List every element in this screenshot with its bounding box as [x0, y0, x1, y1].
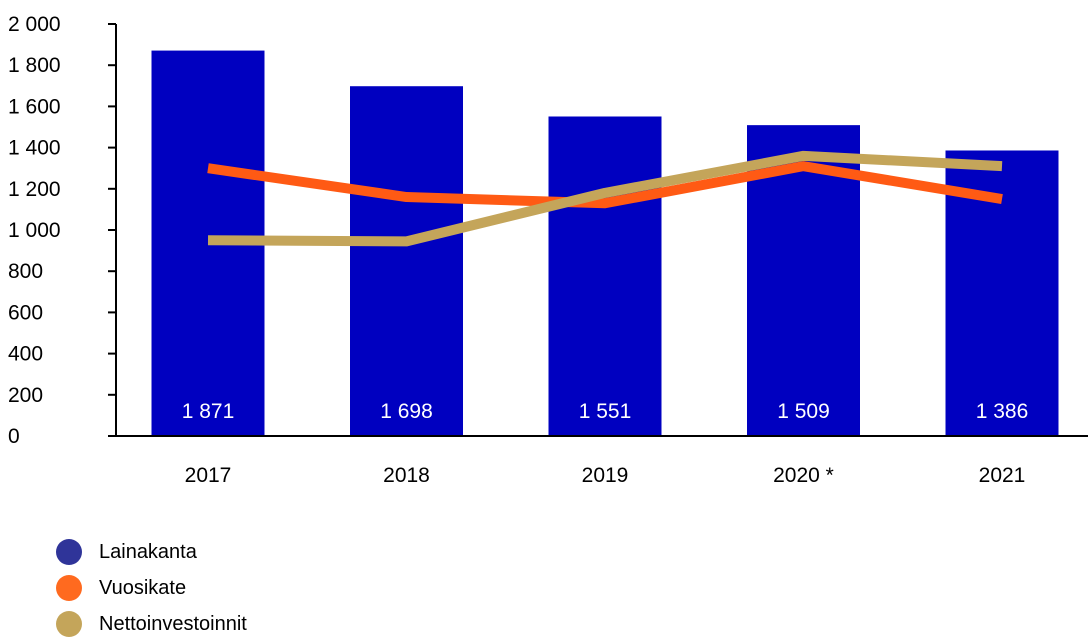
legend: Lainakanta Vuosikate Nettoinvestoinnit	[56, 534, 247, 642]
bar-data-label: 1 386	[976, 400, 1029, 423]
y-tick-label: 600	[8, 301, 43, 324]
x-axis: 2017 2018 2019 2020 * 2021	[108, 435, 1088, 487]
y-tick-label: 2 000	[8, 13, 61, 36]
legend-marker-nettoinvestoinnit	[56, 611, 82, 637]
legend-item-nettoinvestoinnit: Nettoinvestoinnit	[56, 606, 247, 642]
x-tick-label: 2020 *	[773, 464, 834, 487]
y-tick-label: 800	[8, 260, 43, 283]
y-tick-label: 1 400	[8, 137, 61, 160]
x-tick-label: 2021	[979, 464, 1026, 487]
legend-item-lainakanta: Lainakanta	[56, 534, 247, 570]
bar-data-labels: 1 871 1 698 1 551 1 509 1 386	[182, 400, 1029, 423]
x-tick-label: 2018	[383, 464, 430, 487]
y-tick-label: 200	[8, 384, 43, 407]
y-tick-label: 1 800	[8, 54, 61, 77]
y-tick-label: 0	[8, 425, 20, 448]
x-tick-label: 2017	[185, 464, 232, 487]
y-tick-label: 400	[8, 343, 43, 366]
legend-label-lainakanta: Lainakanta	[99, 540, 197, 563]
bar-data-label: 1 551	[579, 400, 632, 423]
bar	[350, 86, 463, 436]
legend-label-nettoinvestoinnit: Nettoinvestoinnit	[99, 612, 247, 635]
line-nettoinvestoinnit	[207, 150, 1003, 247]
bar-data-label: 1 509	[777, 400, 830, 423]
y-tick-label: 1 600	[8, 95, 61, 118]
x-tick-label: 2019	[582, 464, 629, 487]
chart: 0 200 400 600 800 1 000 1 200 1 400 1 600 1 800 2 …	[8, 13, 1088, 487]
y-tick-label: 1 000	[8, 219, 61, 242]
bar-data-label: 1 698	[380, 400, 433, 423]
legend-marker-lainakanta	[56, 539, 82, 565]
line-vuosikate	[207, 161, 1003, 209]
y-axis: 0 200 400 600 800 1 000 1 200 1 400 1 600 1 800 2 …	[8, 13, 117, 448]
y-tick-label: 1 200	[8, 178, 61, 201]
legend-label-vuosikate: Vuosikate	[99, 576, 187, 599]
legend-item-vuosikate: Vuosikate	[56, 570, 247, 606]
bar-data-label: 1 871	[182, 400, 235, 423]
line-series	[207, 150, 1003, 247]
bar	[548, 116, 662, 436]
legend-marker-vuosikate	[56, 575, 82, 601]
